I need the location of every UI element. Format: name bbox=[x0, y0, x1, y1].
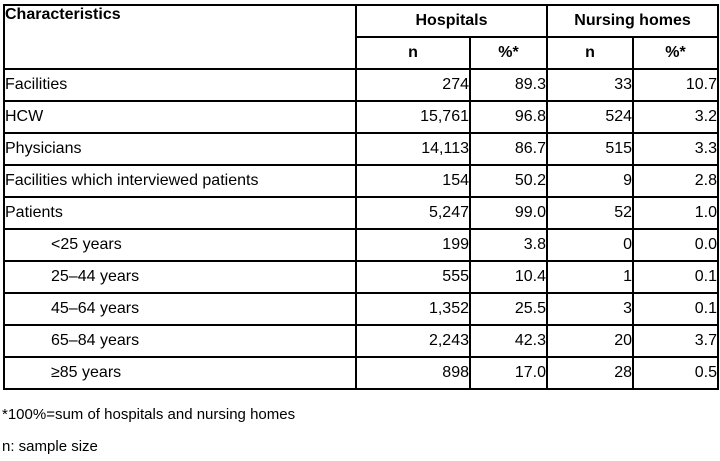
table-cell: 2.8 bbox=[632, 164, 720, 198]
table-cell: 86.7 bbox=[468, 132, 549, 166]
table-cell: 0.1 bbox=[632, 292, 720, 326]
table-cell: 99.0 bbox=[468, 196, 549, 230]
row-label: Facilities bbox=[3, 68, 357, 102]
table-cell: 515 bbox=[546, 132, 635, 166]
table-row: Physicians 14,113 86.7 515 3.3 bbox=[3, 132, 720, 166]
table-cell: 10.7 bbox=[632, 68, 720, 102]
table-cell: 25.5 bbox=[468, 292, 549, 326]
column-header-hospitals: Hospitals bbox=[354, 4, 549, 38]
table-cell: 1.0 bbox=[632, 196, 720, 230]
table-cell: 52 bbox=[546, 196, 635, 230]
table-cell: 154 bbox=[355, 164, 471, 198]
page: Characteristics Hospitals Nursing homes … bbox=[0, 4, 720, 461]
table-cell: 199 bbox=[355, 228, 471, 262]
table-cell: 50.2 bbox=[468, 164, 549, 198]
table-row: Facilities which interviewed patients 15… bbox=[3, 164, 720, 198]
table-cell: 898 bbox=[355, 356, 471, 390]
row-label: 25–44 years bbox=[3, 260, 357, 294]
row-label: HCW bbox=[3, 100, 357, 134]
table-row: 65–84 years 2,243 42.3 20 3.7 bbox=[3, 324, 720, 358]
table-cell: 0.5 bbox=[632, 356, 720, 390]
table-row: Patients 5,247 99.0 52 1.0 bbox=[3, 196, 720, 230]
row-label: <25 years bbox=[3, 228, 357, 262]
table-cell: 1 bbox=[546, 260, 635, 294]
subheader-nursing-n: n bbox=[546, 36, 635, 70]
row-label: Physicians bbox=[3, 132, 357, 166]
row-label: 65–84 years bbox=[3, 324, 357, 358]
table-cell: 20 bbox=[546, 324, 635, 358]
table-row: ≥85 years 898 17.0 28 0.5 bbox=[3, 356, 720, 390]
table-cell: 3.2 bbox=[632, 100, 720, 134]
footnote-percent-definition: *100%=sum of hospitals and nursing homes bbox=[2, 406, 296, 423]
table-cell: 28 bbox=[546, 356, 635, 390]
subheader-hospitals-n: n bbox=[355, 36, 471, 70]
table-cell: 1,352 bbox=[355, 292, 471, 326]
table-row: Facilities 274 89.3 33 10.7 bbox=[3, 68, 720, 102]
table-row: 45–64 years 1,352 25.5 3 0.1 bbox=[3, 292, 720, 326]
table-cell: 0 bbox=[546, 228, 635, 262]
subheader-hospitals-pct: %* bbox=[468, 36, 549, 70]
header-row-groups: Characteristics Hospitals Nursing homes bbox=[3, 4, 720, 70]
subheader-nursing-pct: %* bbox=[632, 36, 720, 70]
column-header-characteristics: Characteristics bbox=[3, 4, 357, 70]
table-cell: 96.8 bbox=[468, 100, 549, 134]
table-cell: 524 bbox=[546, 100, 635, 134]
table-cell: 0.1 bbox=[632, 260, 720, 294]
table-cell: 3.8 bbox=[468, 228, 549, 262]
table-cell: 14,113 bbox=[355, 132, 471, 166]
table-cell: 3.3 bbox=[632, 132, 720, 166]
table-row: <25 years 199 3.8 0 0.0 bbox=[3, 228, 720, 262]
row-label: Facilities which interviewed patients bbox=[3, 164, 357, 198]
table-cell: 9 bbox=[546, 164, 635, 198]
column-header-nursing-homes: Nursing homes bbox=[546, 4, 720, 38]
table-cell: 17.0 bbox=[468, 356, 549, 390]
footnote-n-definition: n: sample size bbox=[2, 438, 98, 455]
table-cell: 0.0 bbox=[632, 228, 720, 262]
table-row: HCW 15,761 96.8 524 3.2 bbox=[3, 100, 720, 134]
row-label: 45–64 years bbox=[3, 292, 357, 326]
table-cell: 10.4 bbox=[468, 260, 549, 294]
table-cell: 89.3 bbox=[468, 68, 549, 102]
table-cell: 42.3 bbox=[468, 324, 549, 358]
header-row-subcolumns: n %* n %* bbox=[4, 36, 720, 70]
table-cell: 15,761 bbox=[355, 100, 471, 134]
row-label: ≥85 years bbox=[3, 356, 357, 390]
characteristics-table: Characteristics Hospitals Nursing homes … bbox=[3, 4, 720, 390]
table-cell: 2,243 bbox=[355, 324, 471, 358]
table-cell: 555 bbox=[355, 260, 471, 294]
row-label: Patients bbox=[3, 196, 357, 230]
table-header: Characteristics Hospitals Nursing homes … bbox=[3, 4, 720, 70]
table-row: 25–44 years 555 10.4 1 0.1 bbox=[3, 260, 720, 294]
table-cell: 5,247 bbox=[355, 196, 471, 230]
table-body: Facilities 274 89.3 33 10.7 HCW 15,761 9… bbox=[3, 68, 720, 390]
table-cell: 3.7 bbox=[632, 324, 720, 358]
table-cell: 274 bbox=[355, 68, 471, 102]
table-cell: 3 bbox=[546, 292, 635, 326]
table-cell: 33 bbox=[546, 68, 635, 102]
